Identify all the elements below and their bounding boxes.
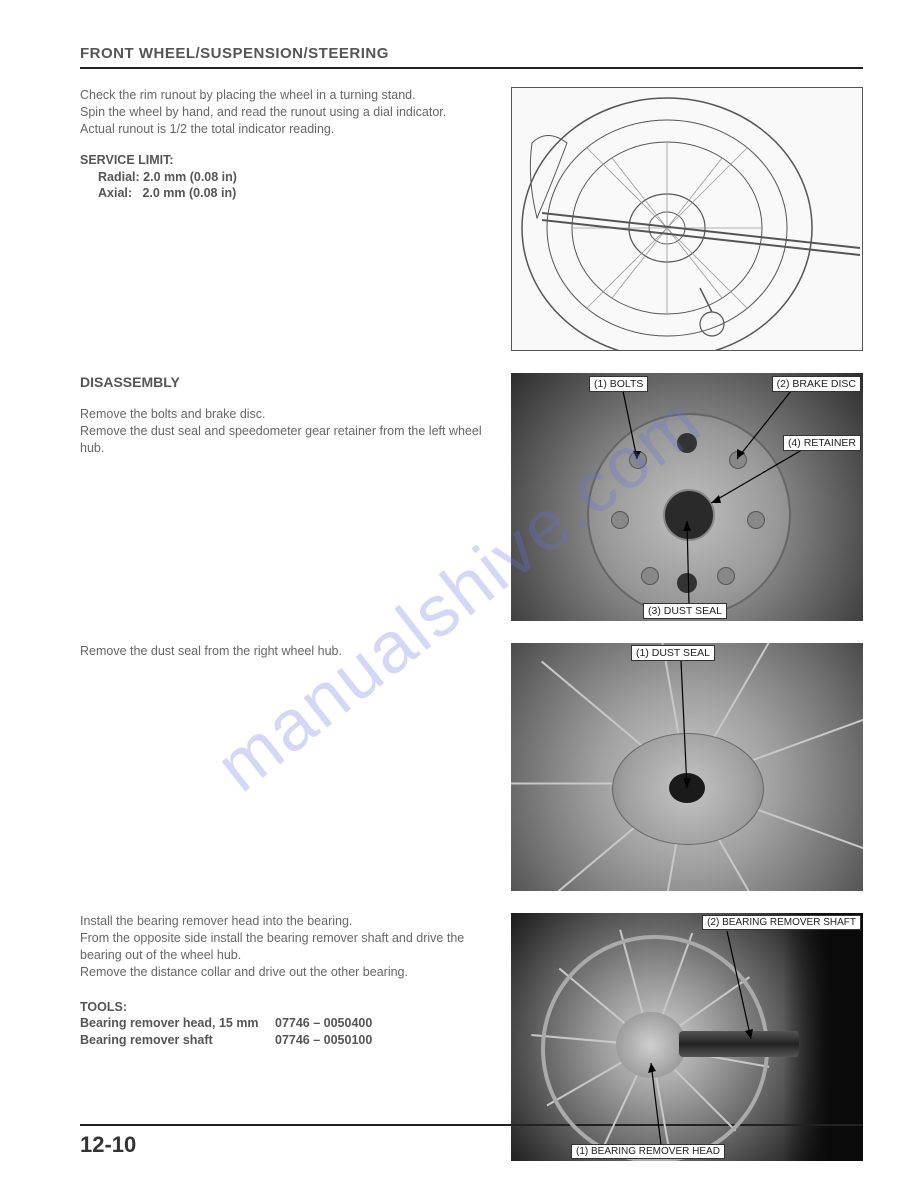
limit-radial: Radial: 2.0 mm (0.08 in)	[98, 169, 491, 186]
figure-4: (2) BEARING REMOVER SHAFT (1) BEARING RE…	[511, 913, 863, 1161]
runout-p2: Spin the wheel by hand, and read the run…	[80, 104, 491, 121]
figure-1	[511, 87, 863, 351]
figure-3: (1) DUST SEAL	[511, 643, 863, 891]
brake-disc-photo: (1) BOLTS (2) BRAKE DISC (4) RETAINER (3…	[511, 373, 863, 621]
bearing-p2: From the opposite side install the beari…	[80, 930, 491, 964]
right-hub-text: Remove the dust seal from the right whee…	[80, 643, 499, 660]
disassembly-text: DISASSEMBLY Remove the bolts and brake d…	[80, 373, 499, 457]
disassembly-p2: Remove the dust seal and speedometer gea…	[80, 423, 491, 457]
manual-page: manualshive.com FRONT WHEEL/SUSPENSION/S…	[0, 0, 918, 1188]
runout-p1: Check the rim runout by placing the whee…	[80, 87, 491, 104]
tool-row-2: Bearing remover shaft 07746 – 0050100	[80, 1032, 491, 1049]
page-title: FRONT WHEEL/SUSPENSION/STEERING	[80, 45, 389, 62]
bearing-p3: Remove the distance collar and drive out…	[80, 964, 491, 981]
disassembly-title: DISASSEMBLY	[80, 373, 491, 392]
callout-brake-disc: (2) BRAKE DISC	[772, 376, 861, 392]
tools-label: TOOLS:	[80, 999, 491, 1016]
page-number: 12-10	[80, 1132, 136, 1157]
tool2-name: Bearing remover shaft	[80, 1032, 275, 1049]
callout-dust-seal-right: (1) DUST SEAL	[631, 645, 715, 661]
service-limit-label: SERVICE LIMIT:	[80, 152, 491, 169]
page-header: FRONT WHEEL/SUSPENSION/STEERING	[80, 45, 863, 69]
bearing-photo: (2) BEARING REMOVER SHAFT (1) BEARING RE…	[511, 913, 863, 1161]
section-disassembly: DISASSEMBLY Remove the bolts and brake d…	[80, 373, 863, 621]
section-right-hub: Remove the dust seal from the right whee…	[80, 643, 863, 891]
callout-remover-shaft: (2) BEARING REMOVER SHAFT	[702, 915, 861, 930]
right-hub-p1: Remove the dust seal from the right whee…	[80, 643, 491, 660]
bearing-p1: Install the bearing remover head into th…	[80, 913, 491, 930]
callout-remover-head: (1) BEARING REMOVER HEAD	[571, 1144, 725, 1159]
figure-2: (1) BOLTS (2) BRAKE DISC (4) RETAINER (3…	[511, 373, 863, 621]
callout-dust-seal: (3) DUST SEAL	[643, 603, 727, 619]
section-runout: Check the rim runout by placing the whee…	[80, 87, 863, 351]
disassembly-p1: Remove the bolts and brake disc.	[80, 406, 491, 423]
tool1-name: Bearing remover head, 15 mm	[80, 1015, 275, 1032]
runout-p3: Actual runout is 1/2 the total indicator…	[80, 121, 491, 138]
wheel-drawing	[511, 87, 863, 351]
callout-retainer: (4) RETAINER	[783, 435, 861, 451]
right-hub-photo: (1) DUST SEAL	[511, 643, 863, 891]
limit-axial: Axial: 2.0 mm (0.08 in)	[98, 185, 491, 202]
callout-bolts: (1) BOLTS	[589, 376, 648, 392]
tool1-num: 07746 – 0050400	[275, 1015, 372, 1032]
tool-row-1: Bearing remover head, 15 mm 07746 – 0050…	[80, 1015, 491, 1032]
bearing-text: Install the bearing remover head into th…	[80, 913, 499, 1049]
tool2-num: 07746 – 0050100	[275, 1032, 372, 1049]
runout-text: Check the rim runout by placing the whee…	[80, 87, 499, 202]
